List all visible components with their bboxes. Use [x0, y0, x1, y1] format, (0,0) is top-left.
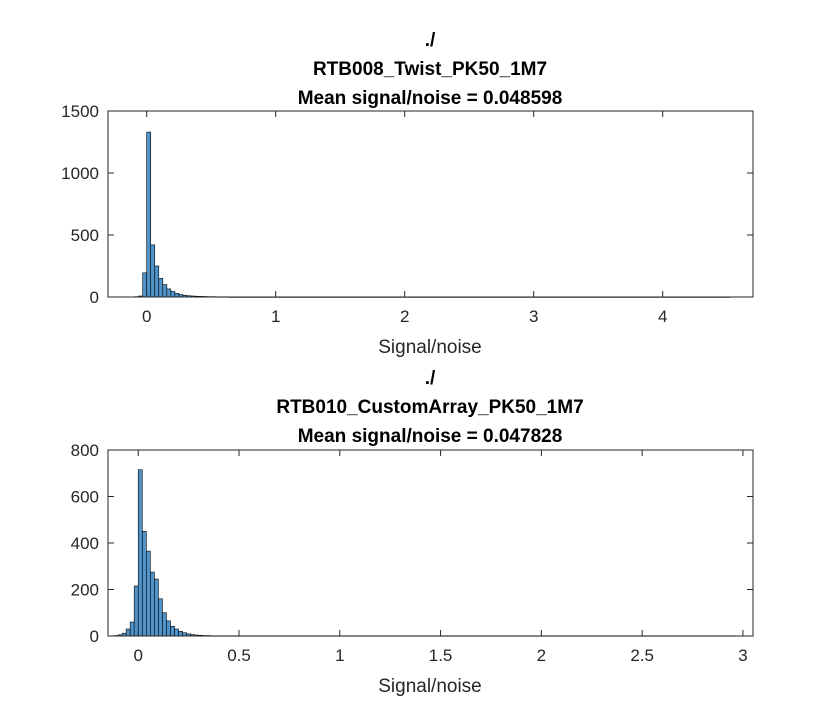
panel-1-axes-box — [107, 110, 754, 298]
x-tick-label: 0 — [142, 307, 151, 326]
histogram-panel-2: ./ RTB010_CustomArray_PK50_1M7 Mean sign… — [71, 368, 754, 697]
x-tick-label: 1.5 — [429, 646, 453, 665]
histogram-bar — [146, 131, 152, 298]
panel-1-title-line-1: ./ — [425, 30, 436, 51]
histogram-bar — [162, 612, 167, 637]
histogram-panel-1: ./ RTB008_Twist_PK50_1M7 Mean signal/noi… — [61, 30, 754, 358]
panel-2-title-line-1: ./ — [425, 368, 436, 389]
y-tick-label: 1500 — [61, 102, 99, 121]
x-tick-label: 3 — [529, 307, 538, 326]
x-tick-label: 2 — [400, 307, 409, 326]
y-tick-label: 0 — [90, 288, 99, 307]
y-tick-label: 0 — [90, 627, 99, 646]
y-tick-label: 200 — [71, 581, 99, 600]
y-tick-label: 600 — [71, 488, 99, 507]
histogram-bar — [158, 598, 163, 637]
histogram-bar — [166, 620, 171, 637]
histogram-bar — [137, 469, 143, 637]
panel-1-ticks: 0 1 2 3 4 0 500 1000 1500 — [61, 102, 753, 326]
y-tick-label: 400 — [71, 534, 99, 553]
histogram-bar — [174, 628, 179, 637]
histogram-bar — [166, 288, 172, 298]
histogram-bar — [178, 631, 183, 637]
histogram-bar — [141, 531, 147, 637]
panel-2-title-line-3: Mean signal/noise = 0.047828 — [298, 426, 563, 447]
x-tick-label: 3 — [738, 646, 747, 665]
histogram-bar — [150, 244, 156, 298]
histogram-bar — [174, 292, 180, 298]
histogram-bar — [170, 625, 175, 637]
x-tick-label: 2 — [537, 646, 546, 665]
histogram-bar — [129, 621, 135, 637]
histogram-bar — [125, 628, 131, 637]
panel-2-x-axis-label: Signal/noise — [378, 676, 482, 697]
histogram-bar — [150, 571, 155, 637]
x-tick-label: 0 — [134, 646, 143, 665]
x-tick-label: 1 — [271, 307, 280, 326]
panel-1-title-line-3: Mean signal/noise = 0.048598 — [298, 88, 563, 109]
x-tick-label: 0.5 — [227, 646, 251, 665]
panel-1-x-axis-label: Signal/noise — [378, 337, 482, 358]
y-tick-label: 1000 — [61, 164, 99, 183]
panel-1-title-line-2: RTB008_Twist_PK50_1M7 — [313, 59, 547, 80]
histogram-bar — [158, 278, 164, 298]
histogram-bar — [162, 284, 168, 298]
x-tick-label: 1 — [335, 646, 344, 665]
panel-2-ticks: 0 0.5 1 1.5 2 2.5 3 0 200 400 600 800 — [71, 441, 753, 665]
x-tick-label: 2.5 — [630, 646, 654, 665]
histogram-bar — [142, 272, 147, 298]
y-tick-label: 800 — [71, 441, 99, 460]
histogram-bar — [154, 265, 160, 298]
y-tick-label: 500 — [71, 226, 99, 245]
histogram-bar — [154, 578, 159, 637]
histogram-bar — [170, 291, 176, 298]
x-tick-label: 4 — [658, 307, 667, 326]
histogram-bar — [133, 585, 139, 637]
histogram-bar — [146, 550, 151, 637]
panel-2-title-line-2: RTB010_CustomArray_PK50_1M7 — [276, 397, 583, 418]
